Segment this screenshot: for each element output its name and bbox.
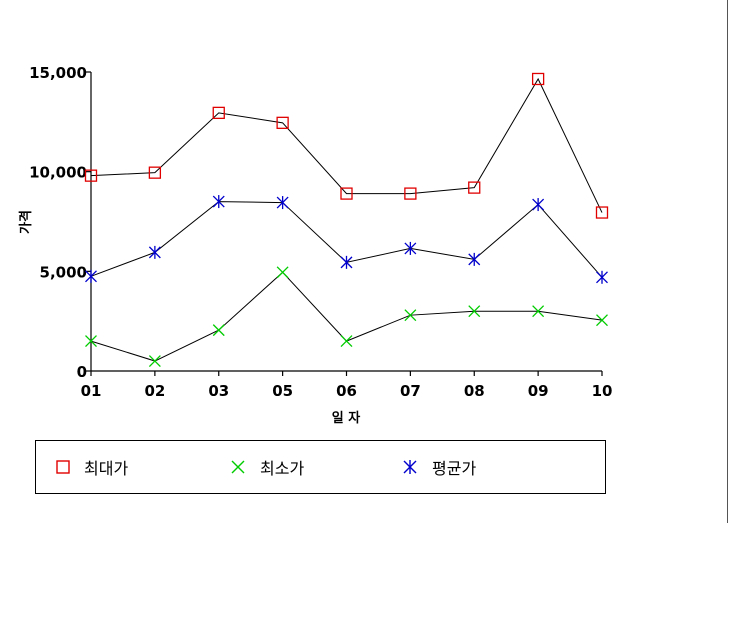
square-data-point [404,187,417,200]
chart-axes [90,72,602,372]
chart-legend: 최대가 최소가 평균가 [35,440,606,494]
asterisk-data-point [276,196,289,210]
square-data-point [531,72,545,86]
y-tick-label: 5,000 [40,263,87,281]
series-line [90,77,603,213]
x-tick-label: 06 [336,382,357,400]
square-data-point [212,106,225,120]
x-data-point [85,335,97,348]
square-marker [404,187,417,200]
y-tick-label: 15,000 [29,64,87,82]
marker-stroke [276,266,289,279]
square-marker [468,181,481,194]
x-data-point [532,305,545,318]
x-data-point [404,309,417,322]
asterisk-data-point [468,252,481,266]
square-data-point [84,169,98,182]
marker-stroke [148,355,161,367]
asterisk-marker-icon [403,460,417,474]
x-data-point [596,314,608,327]
square-data-point [148,166,162,179]
x-data-point [148,355,161,367]
x-data-point [468,305,481,318]
square-marker-icon [56,460,70,474]
legend-label-min: 최소가 [260,459,305,478]
legend-item-min: 최소가 [230,441,304,493]
x-data-point [276,266,289,279]
square-marker [595,206,609,219]
x-axis-title: 일 자 [332,411,360,426]
chart-lines [90,77,603,362]
square-marker [84,169,98,182]
y-tick-label: 10,000 [29,164,87,182]
square-marker [212,106,225,120]
asterisk-data-point [404,241,417,255]
y-tick-label: 0 [77,363,87,381]
x-marker-icon [231,460,245,474]
marker-stroke [596,314,608,327]
marker-stroke [212,324,225,337]
x-tick-label: 01 [81,382,102,400]
x-tick-label: 10 [592,382,613,400]
asterisk-data-point [340,255,353,269]
chart-markers [84,72,609,367]
asterisk-data-point [212,195,225,209]
x-tick-label: 05 [272,382,293,400]
y-axis-title: 가격 [19,210,34,234]
marker-stroke [468,305,481,318]
legend-item-avg: 평균가 [402,441,476,493]
x-tick-label: 08 [464,382,485,400]
x-data-point [212,324,225,337]
square-marker [148,166,162,179]
square-data-point [340,187,353,200]
legend-label-avg: 평균가 [432,459,477,478]
asterisk-data-point [596,270,608,284]
marker-stroke [532,305,545,318]
asterisk-data-point [85,269,97,283]
square-marker [276,116,289,129]
x-tick-label: 09 [528,382,549,400]
window-edge-divider [727,0,728,523]
series-line [90,271,603,362]
x-tick-label: 03 [208,382,229,400]
x-tick-label: 07 [400,382,421,400]
chart-ticks: 0 5,000 10,000 15,000 01 02 03 05 06 07 08 09 10 [29,64,612,400]
square-data-point [276,116,289,129]
square-data-point [468,181,481,194]
x-tick-label: 02 [144,382,165,400]
asterisk-data-point [148,245,161,259]
legend-label-max: 최대가 [84,459,129,478]
asterisk-data-point [532,198,545,212]
x-data-point [340,335,353,348]
marker-stroke [404,309,417,322]
marker-stroke [85,335,97,348]
legend-item-max: 최대가 [56,441,128,493]
marker-stroke [340,335,353,348]
square-marker [340,187,353,200]
square-marker [531,72,545,86]
square-data-point [595,206,609,219]
